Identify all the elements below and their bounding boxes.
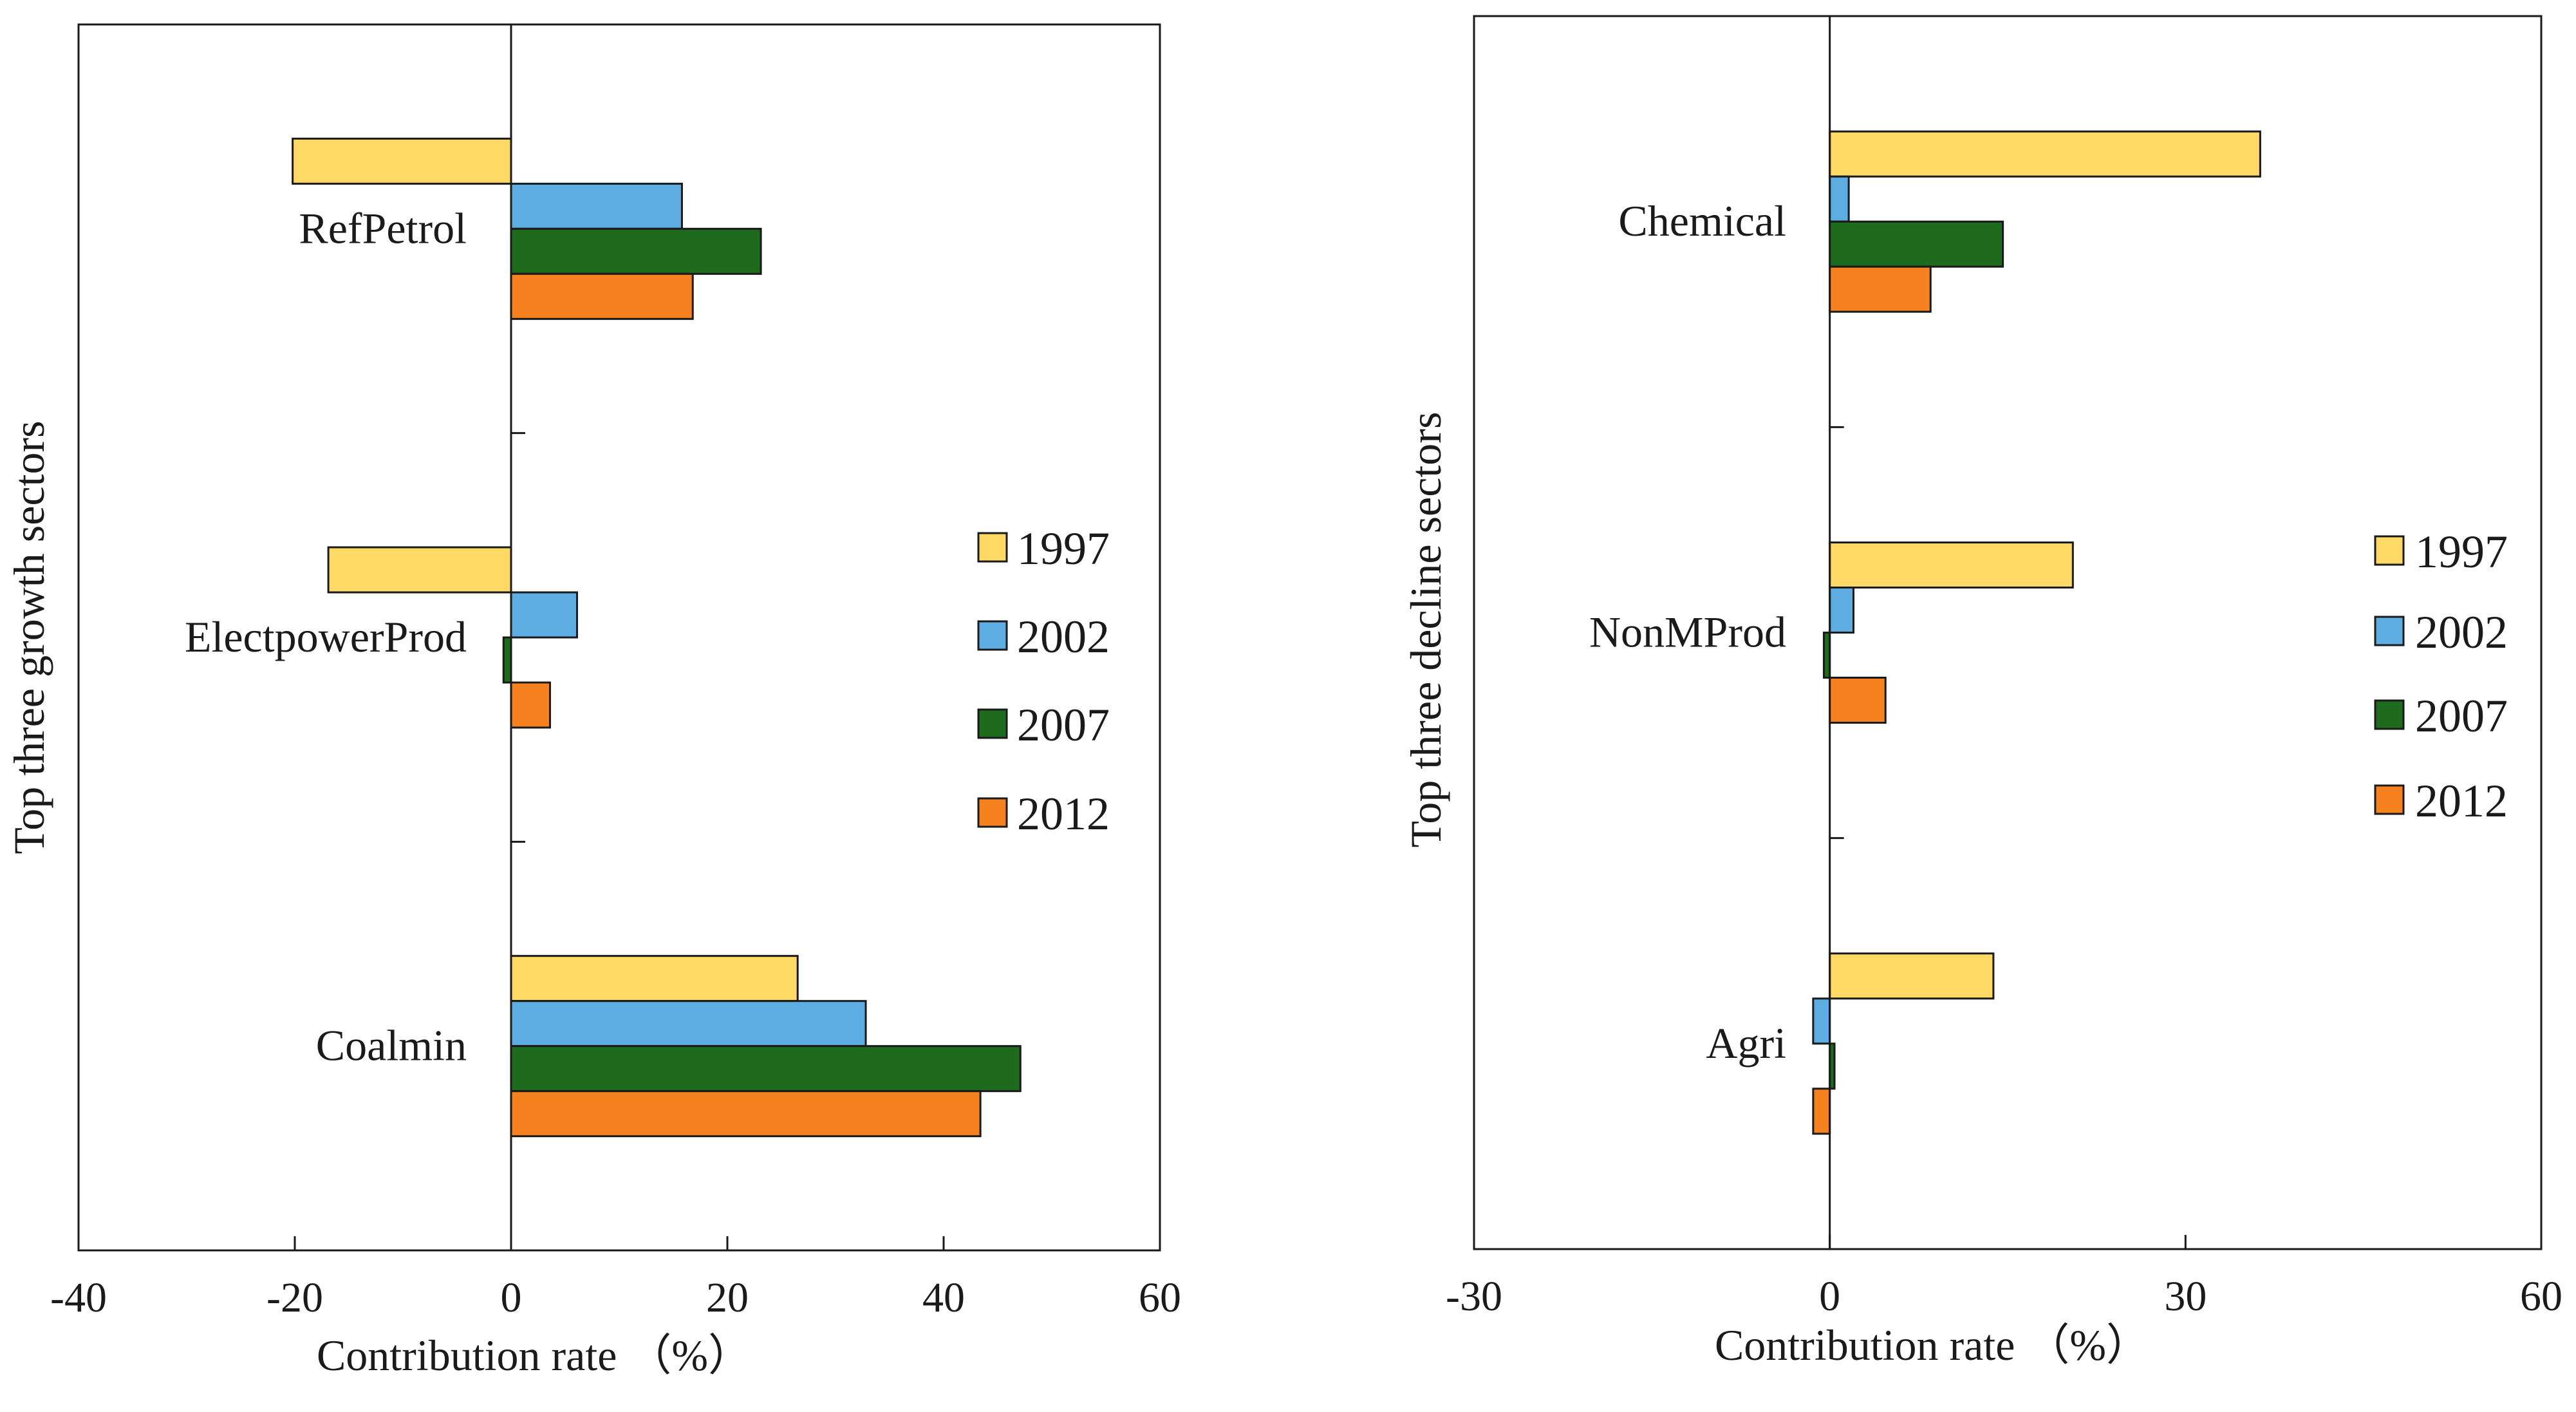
growth-bar-refpetrol-2002 <box>510 182 683 230</box>
growth-legend-swatch-1997 <box>977 532 1008 563</box>
growth-legend-label: 2012 <box>1017 788 1110 840</box>
growth-bar-electpowerprod-2012 <box>510 681 551 729</box>
decline-bar-nonmprod-2012 <box>1829 677 1887 724</box>
decline-legend-swatch-2012 <box>2374 784 2405 815</box>
decline-bar-agri-2002 <box>1812 997 1831 1045</box>
decline-x-tick-label: 60 <box>2520 1273 2562 1320</box>
growth-x-tick-label: 0 <box>501 1274 522 1321</box>
growth-bar-coalmin-2002 <box>510 1000 867 1048</box>
growth-x-tick-label: 60 <box>1139 1274 1181 1321</box>
growth-legend-swatch-2002 <box>977 620 1008 651</box>
decline-bar-chemical-1997 <box>1829 130 2261 178</box>
growth-x-tick-label: 40 <box>922 1274 965 1321</box>
decline-legend-swatch-2007 <box>2374 699 2405 730</box>
decline-legend-label: 2007 <box>2415 690 2508 742</box>
decline-legend-label: 2002 <box>2415 607 2508 658</box>
growth-legend-label: 2002 <box>1017 611 1110 663</box>
decline-sectors-chart: Chemical NonMProd Agri -30 0 30 60 Contribution… <box>1401 15 2562 1370</box>
growth-x-tick-label: 20 <box>706 1274 749 1321</box>
growth-category-label: ElectpowerProd <box>185 612 467 661</box>
growth-bar-electpowerprod-1997 <box>327 546 512 594</box>
growth-x-axis-title: Contribution rate （%） <box>317 1331 752 1380</box>
growth-x-tick-label: -20 <box>266 1274 323 1321</box>
decline-bar-chemical-2002 <box>1829 175 1850 223</box>
growth-category-label: RefPetrol <box>299 203 467 252</box>
growth-bar-coalmin-2007 <box>510 1045 1022 1093</box>
decline-bar-chemical-2007 <box>1829 220 2004 268</box>
growth-bar-electpowerprod-2007 <box>502 636 512 684</box>
decline-x-tick-label: 0 <box>1819 1273 1840 1320</box>
decline-x-axis-title: Contribution rate （%） <box>1715 1321 2150 1370</box>
growth-y-axis-title: Top three growth sectors <box>5 420 53 854</box>
growth-legend-label: 2007 <box>1017 699 1110 751</box>
decline-bar-agri-2012 <box>1812 1087 1831 1135</box>
growth-bar-refpetrol-1997 <box>292 137 512 185</box>
growth-plot-frame <box>77 23 1161 1252</box>
growth-bar-coalmin-2012 <box>510 1090 982 1138</box>
growth-bar-refpetrol-2007 <box>510 227 762 275</box>
decline-x-tick-label: -30 <box>1446 1273 1502 1320</box>
growth-legend-label: 1997 <box>1017 523 1110 574</box>
decline-category-label: Chemical <box>1618 196 1786 245</box>
growth-legend-swatch-2007 <box>977 708 1008 739</box>
growth-category-label: Coalmin <box>316 1021 467 1070</box>
decline-bar-nonmprod-2002 <box>1829 587 1855 634</box>
decline-category-label: Agri <box>1706 1019 1786 1068</box>
decline-legend-label: 2012 <box>2415 775 2508 827</box>
growth-bar-coalmin-1997 <box>510 955 799 1003</box>
decline-y-axis-title: Top three decline sectors <box>1401 412 1450 848</box>
decline-category-label: NonMProd <box>1589 608 1786 657</box>
growth-legend-swatch-2012 <box>977 797 1008 828</box>
decline-plot-frame <box>1473 15 2543 1250</box>
growth-bar-electpowerprod-2002 <box>510 591 578 639</box>
decline-bar-chemical-2012 <box>1829 265 1932 313</box>
decline-bar-agri-1997 <box>1829 952 1995 1000</box>
decline-x-tick-label: 30 <box>2164 1273 2207 1320</box>
decline-legend-swatch-1997 <box>2374 535 2405 566</box>
decline-legend-label: 1997 <box>2415 526 2508 578</box>
growth-sectors-chart: RefPetrol ElectpowerProd Coalmin -40 -20 0 20 4… <box>5 23 1181 1380</box>
decline-bar-nonmprod-1997 <box>1829 541 2074 588</box>
decline-legend-swatch-2002 <box>2374 616 2405 646</box>
growth-bar-refpetrol-2012 <box>510 272 694 320</box>
growth-x-tick-label: -40 <box>50 1274 107 1321</box>
